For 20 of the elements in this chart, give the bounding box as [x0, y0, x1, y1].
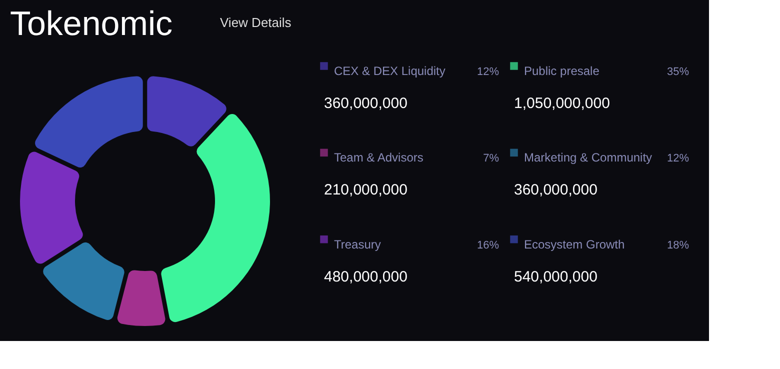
legend-label: Marketing & Community	[524, 150, 652, 165]
text: 360,000,000	[514, 182, 598, 199]
text: 480,000,000	[324, 268, 408, 286]
data-label: 7%	[483, 152, 500, 165]
text: 360,000,000	[324, 95, 408, 112]
text: 540,000,000	[514, 268, 598, 286]
chart-title: Tokenomic	[10, 5, 173, 43]
legend-label: Ecosystem Growth	[524, 237, 625, 252]
data-label: 16%	[476, 239, 500, 252]
text: 210,000,000	[324, 182, 408, 199]
data-label: 12%	[476, 66, 500, 78]
data-label: 12%	[666, 152, 690, 165]
legend-label: Team & Advisors	[334, 150, 424, 165]
text: View Details	[220, 15, 292, 30]
legend-label: CEX & DEX Liquidity	[334, 64, 446, 78]
legend-label: Treasury	[334, 237, 381, 252]
legend-label: Public presale	[524, 64, 600, 78]
data-label: 18%	[666, 239, 690, 252]
data-label: 35%	[666, 66, 690, 78]
text: 1,050,000,000	[514, 95, 610, 112]
